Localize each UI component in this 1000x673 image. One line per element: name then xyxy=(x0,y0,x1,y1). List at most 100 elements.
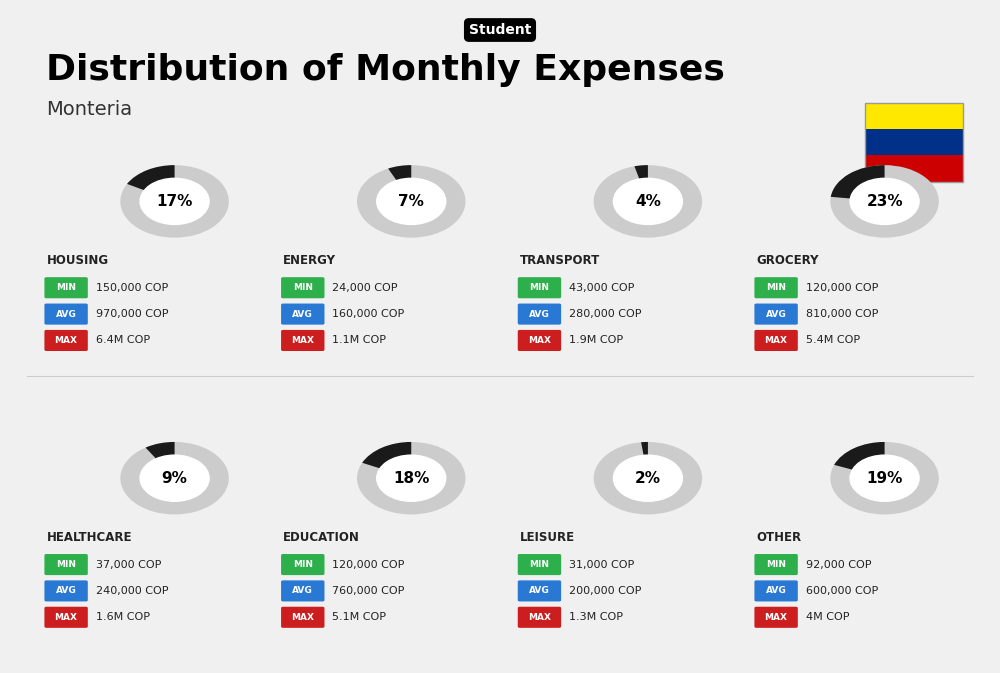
Text: Student: Student xyxy=(469,23,531,37)
Text: 5.1M COP: 5.1M COP xyxy=(332,612,386,623)
FancyBboxPatch shape xyxy=(754,277,798,298)
Text: 37,000 COP: 37,000 COP xyxy=(96,559,161,569)
Circle shape xyxy=(140,455,209,501)
Text: MIN: MIN xyxy=(56,283,76,292)
Wedge shape xyxy=(831,165,885,199)
Text: MAX: MAX xyxy=(528,613,551,622)
FancyBboxPatch shape xyxy=(44,607,88,628)
Wedge shape xyxy=(834,442,885,470)
Circle shape xyxy=(377,178,446,225)
FancyBboxPatch shape xyxy=(518,330,561,351)
Text: AVG: AVG xyxy=(292,310,313,318)
FancyBboxPatch shape xyxy=(518,554,561,575)
Wedge shape xyxy=(594,442,702,514)
Text: EDUCATION: EDUCATION xyxy=(283,531,360,544)
FancyBboxPatch shape xyxy=(44,304,88,324)
Text: LEISURE: LEISURE xyxy=(520,531,575,544)
Text: AVG: AVG xyxy=(766,310,786,318)
FancyBboxPatch shape xyxy=(44,580,88,602)
Text: 2%: 2% xyxy=(635,470,661,486)
Text: 6.4M COP: 6.4M COP xyxy=(96,335,150,345)
Text: MAX: MAX xyxy=(765,613,788,622)
Wedge shape xyxy=(634,165,648,179)
Text: 1.9M COP: 1.9M COP xyxy=(569,335,623,345)
Text: 150,000 COP: 150,000 COP xyxy=(96,283,168,293)
Text: OTHER: OTHER xyxy=(756,531,802,544)
Text: 92,000 COP: 92,000 COP xyxy=(806,559,871,569)
Text: MIN: MIN xyxy=(766,560,786,569)
FancyBboxPatch shape xyxy=(865,129,963,155)
Text: 5.4M COP: 5.4M COP xyxy=(806,335,860,345)
Text: MAX: MAX xyxy=(528,336,551,345)
Wedge shape xyxy=(641,442,648,456)
Text: 760,000 COP: 760,000 COP xyxy=(332,586,405,596)
Text: 1.1M COP: 1.1M COP xyxy=(332,335,386,345)
FancyBboxPatch shape xyxy=(754,580,798,602)
Wedge shape xyxy=(594,165,702,238)
Wedge shape xyxy=(357,165,465,238)
Text: 4M COP: 4M COP xyxy=(806,612,849,623)
Text: HEALTHCARE: HEALTHCARE xyxy=(46,531,132,544)
Text: MIN: MIN xyxy=(766,283,786,292)
FancyBboxPatch shape xyxy=(281,277,324,298)
Wedge shape xyxy=(388,165,411,180)
FancyBboxPatch shape xyxy=(44,277,88,298)
Wedge shape xyxy=(830,165,939,238)
Text: 200,000 COP: 200,000 COP xyxy=(569,586,641,596)
Wedge shape xyxy=(357,442,465,514)
Text: 31,000 COP: 31,000 COP xyxy=(569,559,634,569)
Text: 970,000 COP: 970,000 COP xyxy=(96,309,168,319)
Text: 120,000 COP: 120,000 COP xyxy=(332,559,405,569)
Text: AVG: AVG xyxy=(529,310,550,318)
Text: MAX: MAX xyxy=(291,336,314,345)
Text: HOUSING: HOUSING xyxy=(46,254,109,267)
Text: MAX: MAX xyxy=(291,613,314,622)
Text: AVG: AVG xyxy=(292,586,313,596)
FancyBboxPatch shape xyxy=(518,304,561,324)
FancyBboxPatch shape xyxy=(281,554,324,575)
Text: MAX: MAX xyxy=(55,336,78,345)
Text: 17%: 17% xyxy=(156,194,193,209)
Text: MIN: MIN xyxy=(56,560,76,569)
Text: 810,000 COP: 810,000 COP xyxy=(806,309,878,319)
FancyBboxPatch shape xyxy=(281,580,324,602)
FancyBboxPatch shape xyxy=(281,330,324,351)
Wedge shape xyxy=(120,165,229,238)
Circle shape xyxy=(850,455,919,501)
FancyBboxPatch shape xyxy=(518,277,561,298)
Text: 18%: 18% xyxy=(393,470,429,486)
Text: 24,000 COP: 24,000 COP xyxy=(332,283,398,293)
Text: 19%: 19% xyxy=(866,470,903,486)
Wedge shape xyxy=(362,442,411,468)
Text: MAX: MAX xyxy=(765,336,788,345)
Text: 9%: 9% xyxy=(162,470,188,486)
Wedge shape xyxy=(127,165,175,190)
Text: 1.6M COP: 1.6M COP xyxy=(96,612,150,623)
Circle shape xyxy=(613,455,682,501)
Text: 1.3M COP: 1.3M COP xyxy=(569,612,623,623)
FancyBboxPatch shape xyxy=(281,304,324,324)
Wedge shape xyxy=(146,442,175,459)
Text: 600,000 COP: 600,000 COP xyxy=(806,586,878,596)
Text: 7%: 7% xyxy=(398,194,424,209)
FancyBboxPatch shape xyxy=(865,102,963,129)
Text: 23%: 23% xyxy=(866,194,903,209)
FancyBboxPatch shape xyxy=(865,155,963,182)
Text: TRANSPORT: TRANSPORT xyxy=(520,254,600,267)
FancyBboxPatch shape xyxy=(44,330,88,351)
Text: 4%: 4% xyxy=(635,194,661,209)
Text: MIN: MIN xyxy=(293,560,313,569)
Circle shape xyxy=(850,178,919,225)
Text: MIN: MIN xyxy=(529,283,549,292)
Text: Monteria: Monteria xyxy=(46,100,133,118)
Text: 240,000 COP: 240,000 COP xyxy=(96,586,168,596)
Text: 120,000 COP: 120,000 COP xyxy=(806,283,878,293)
Wedge shape xyxy=(830,442,939,514)
Circle shape xyxy=(140,178,209,225)
Text: AVG: AVG xyxy=(56,310,76,318)
Text: 43,000 COP: 43,000 COP xyxy=(569,283,634,293)
Text: Distribution of Monthly Expenses: Distribution of Monthly Expenses xyxy=(46,52,725,87)
Text: MIN: MIN xyxy=(293,283,313,292)
Circle shape xyxy=(613,178,682,225)
FancyBboxPatch shape xyxy=(281,607,324,628)
